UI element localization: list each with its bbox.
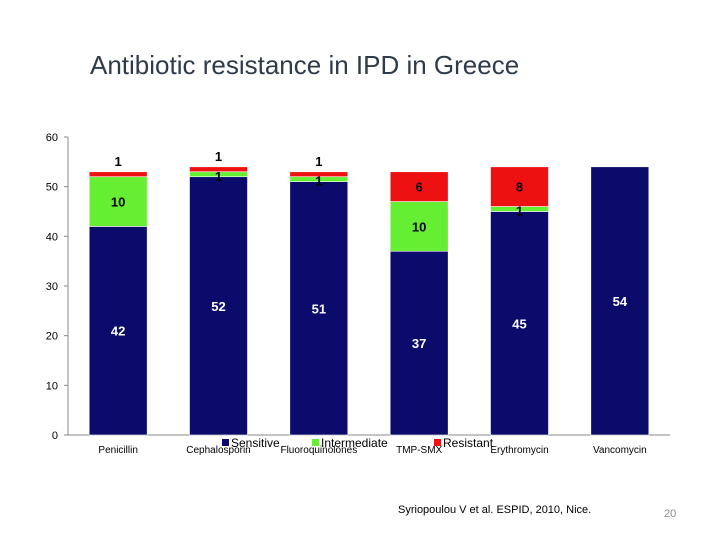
legend: Sensitive Intermediate Resistant bbox=[222, 436, 494, 450]
legend-swatch bbox=[434, 439, 441, 446]
y-tick-label: 0 bbox=[52, 430, 58, 442]
data-label: 1 bbox=[215, 149, 222, 164]
bar-segment-resistant bbox=[88, 171, 148, 178]
data-label: 1 bbox=[315, 174, 322, 189]
bar-segment-intermediate bbox=[389, 201, 449, 252]
data-label: 52 bbox=[211, 299, 225, 314]
data-label: 1 bbox=[115, 154, 122, 169]
category-label: Cephalosporin bbox=[186, 445, 251, 456]
data-label: 51 bbox=[312, 301, 326, 316]
y-tick-label: 40 bbox=[46, 231, 58, 243]
category-label: Erythromycin bbox=[490, 445, 548, 456]
category-label: TMP-SMX bbox=[396, 445, 442, 456]
slide-title: Antibiotic resistance in IPD in Greece bbox=[90, 50, 520, 80]
category-label: Vancomycin bbox=[593, 445, 647, 456]
bar-segment-intermediate bbox=[88, 176, 148, 227]
bar-segment-sensitive bbox=[289, 181, 349, 436]
data-label: 45 bbox=[512, 316, 526, 331]
category-labels: Penicillin Cephalosporin Fluoroquinolones T… bbox=[98, 445, 646, 456]
data-label: 37 bbox=[412, 336, 426, 351]
citation: Syriopoulou V et al. ESPID, 2010, Nice. bbox=[398, 504, 592, 516]
data-label: 10 bbox=[412, 219, 426, 234]
data-label: 10 bbox=[111, 195, 125, 210]
data-label: 54 bbox=[613, 294, 628, 309]
bar-series bbox=[88, 166, 650, 436]
legend-swatch bbox=[312, 439, 319, 446]
y-tick-label: 30 bbox=[46, 281, 58, 293]
page-number: 20 bbox=[664, 508, 677, 520]
legend-label: Sensitive bbox=[231, 436, 280, 450]
bar-segment-resistant bbox=[289, 171, 349, 178]
y-axis-ticks: 0 10 20 30 40 50 60 bbox=[46, 132, 68, 442]
data-labels: 42 10 1 52 1 1 51 1 1 37 10 6 45 1 8 54 bbox=[111, 149, 628, 351]
data-label: 1 bbox=[516, 204, 523, 219]
bar-segment-sensitive bbox=[590, 166, 650, 436]
y-tick-label: 10 bbox=[46, 380, 58, 392]
bar-segment-sensitive bbox=[490, 211, 549, 436]
data-label: 1 bbox=[315, 154, 322, 169]
legend-swatch bbox=[222, 439, 229, 446]
bar-segment-resistant bbox=[490, 166, 549, 207]
y-tick-label: 60 bbox=[46, 132, 58, 144]
data-label: 8 bbox=[516, 180, 523, 195]
y-tick-label: 20 bbox=[46, 331, 58, 343]
legend-label: Resistant bbox=[443, 436, 494, 450]
bar-segment-sensitive bbox=[88, 226, 148, 436]
data-label: 1 bbox=[215, 169, 222, 184]
legend-label: Intermediate bbox=[321, 436, 388, 450]
data-label: 6 bbox=[416, 180, 423, 195]
bar-segment-resistant bbox=[389, 171, 449, 202]
category-label: Penicillin bbox=[98, 445, 137, 456]
bar-segment-sensitive bbox=[389, 250, 449, 436]
y-tick-label: 50 bbox=[46, 182, 58, 194]
category-label: Fluoroquinolones bbox=[280, 445, 357, 456]
bar-segment-resistant bbox=[189, 166, 248, 173]
data-label: 42 bbox=[111, 324, 125, 339]
